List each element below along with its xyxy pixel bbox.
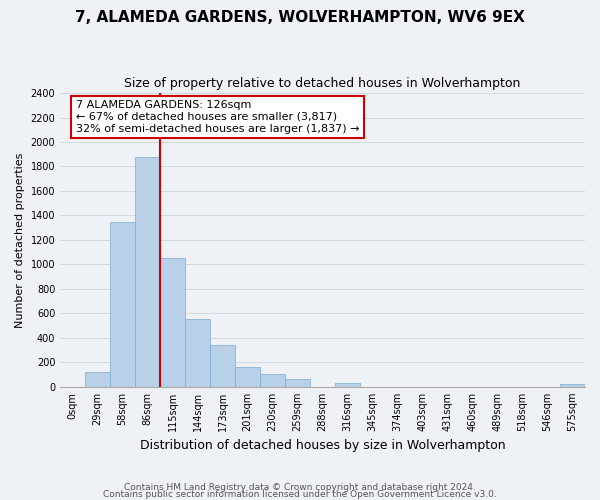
Text: 7 ALAMEDA GARDENS: 126sqm
← 67% of detached houses are smaller (3,817)
32% of se: 7 ALAMEDA GARDENS: 126sqm ← 67% of detac… bbox=[76, 100, 359, 134]
Bar bbox=[210, 345, 235, 387]
Bar bbox=[260, 374, 285, 387]
Text: 7, ALAMEDA GARDENS, WOLVERHAMPTON, WV6 9EX: 7, ALAMEDA GARDENS, WOLVERHAMPTON, WV6 9… bbox=[75, 10, 525, 25]
Bar bbox=[135, 156, 160, 387]
Text: Contains public sector information licensed under the Open Government Licence v3: Contains public sector information licen… bbox=[103, 490, 497, 499]
Bar bbox=[85, 372, 110, 387]
X-axis label: Distribution of detached houses by size in Wolverhampton: Distribution of detached houses by size … bbox=[140, 440, 505, 452]
Bar bbox=[160, 258, 185, 387]
Y-axis label: Number of detached properties: Number of detached properties bbox=[15, 152, 25, 328]
Bar bbox=[110, 222, 135, 387]
Title: Size of property relative to detached houses in Wolverhampton: Size of property relative to detached ho… bbox=[124, 78, 521, 90]
Bar bbox=[285, 380, 310, 387]
Bar bbox=[185, 320, 210, 387]
Bar bbox=[560, 384, 585, 387]
Bar bbox=[335, 383, 360, 387]
Bar bbox=[235, 367, 260, 387]
Text: Contains HM Land Registry data © Crown copyright and database right 2024.: Contains HM Land Registry data © Crown c… bbox=[124, 484, 476, 492]
